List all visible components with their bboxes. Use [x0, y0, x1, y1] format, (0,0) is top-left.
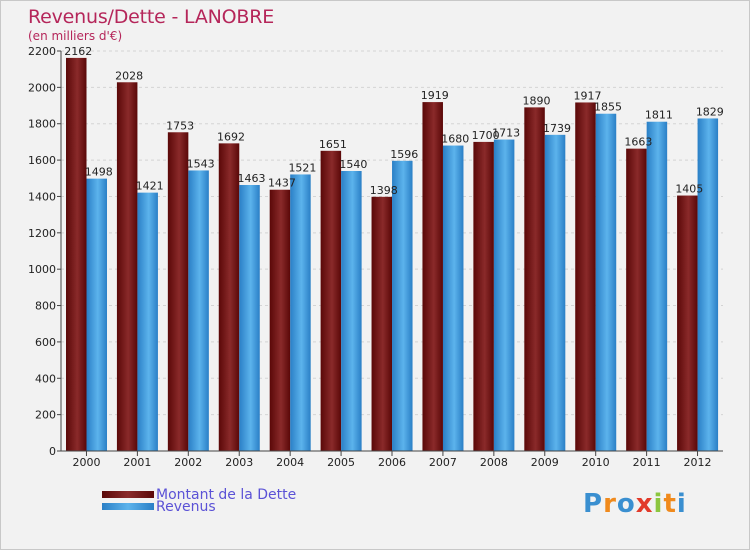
- y-tick-label: 400: [35, 372, 56, 385]
- data-label: 1855: [594, 101, 622, 114]
- legend-label-dette: Montant de la Dette: [156, 487, 297, 503]
- bar-revenus-2008: [493, 139, 515, 451]
- x-tick-label: 2002: [174, 456, 202, 469]
- x-tick-label: 2007: [429, 456, 457, 469]
- data-label: 1917: [573, 89, 601, 102]
- data-label: 1463: [238, 172, 266, 185]
- logo-letter: o: [616, 489, 636, 519]
- data-label: 1543: [187, 157, 215, 170]
- bar-dette-2008: [473, 141, 494, 451]
- bar-revenus-2000: [86, 178, 107, 452]
- bar-dette-2012: [677, 195, 698, 451]
- x-tick-label: 2008: [480, 456, 508, 469]
- bar-dette-2001: [116, 82, 138, 451]
- labels: 0 200 400 600 800 1000 1200 1400 1600 1800 2000 220…: [28, 45, 724, 469]
- y-tick-label: 800: [35, 300, 56, 313]
- bar-dette-2007: [422, 102, 443, 451]
- logo-letter: x: [635, 489, 654, 519]
- axes: [57, 50, 723, 456]
- y-tick-label: 2200: [28, 45, 56, 58]
- logo-letter: i: [676, 489, 687, 519]
- bar-revenus-2011: [646, 121, 668, 452]
- data-label: 1521: [288, 161, 316, 174]
- y-tick-label: 1400: [28, 190, 56, 203]
- bar-revenus-2005: [341, 171, 362, 451]
- data-label: 1739: [543, 122, 571, 135]
- y-tick-label: 1600: [28, 154, 56, 167]
- bar-revenus-2009: [544, 134, 566, 451]
- x-tick-label: 2011: [633, 456, 661, 469]
- proxiti-logo: Proxiti: [583, 489, 687, 519]
- y-tick-label: 1800: [28, 118, 56, 131]
- data-label: 1437: [268, 177, 296, 190]
- y-tick-label: 200: [35, 409, 56, 422]
- data-label: 1540: [339, 158, 367, 171]
- bar-revenus-2004: [290, 174, 311, 452]
- x-tick-label: 2004: [276, 456, 304, 469]
- x-tick-label: 2000: [72, 456, 100, 469]
- data-label: 1680: [441, 133, 469, 146]
- bar-dette-2003: [218, 143, 240, 451]
- bar-revenus-2003: [239, 185, 260, 451]
- bar-dette-2005: [320, 150, 342, 451]
- legend-swatch-revenus: [102, 503, 154, 510]
- bar-dette-2006: [371, 196, 393, 451]
- bar-revenus-2012: [697, 118, 719, 452]
- bar-dette-2002: [167, 132, 189, 452]
- bar-revenus-2001: [137, 192, 158, 452]
- bar-revenus-2010: [595, 113, 617, 452]
- data-label: 1596: [390, 148, 418, 161]
- y-tick-label: 2000: [28, 81, 56, 94]
- chart-title: Revenus/Dette - LANOBRE: [28, 6, 275, 28]
- bar-dette-2010: [575, 102, 596, 452]
- data-label: 1692: [217, 130, 245, 143]
- bar-revenus-2006: [392, 160, 413, 451]
- y-tick-label: 1200: [28, 227, 56, 240]
- x-tick-label: 2003: [225, 456, 253, 469]
- bars: [66, 57, 719, 452]
- legend-label-revenus: Revenus: [156, 499, 216, 515]
- y-tick-label: 600: [35, 336, 56, 349]
- x-tick-label: 2005: [327, 456, 355, 469]
- x-tick-label: 2010: [582, 456, 610, 469]
- x-tick-label: 2012: [684, 456, 712, 469]
- data-label: 1651: [319, 138, 347, 151]
- y-tick-label: 0: [49, 445, 56, 458]
- logo-letter: r: [603, 489, 617, 519]
- x-tick-label: 2001: [123, 456, 151, 469]
- bar-dette-2004: [269, 189, 291, 451]
- data-label: 1700: [472, 129, 500, 142]
- data-label: 2162: [64, 45, 92, 58]
- data-label: 1498: [85, 166, 113, 179]
- data-label: 1398: [370, 184, 398, 197]
- data-label: 2028: [115, 69, 143, 82]
- data-label: 1919: [421, 89, 449, 102]
- data-label: 1811: [645, 109, 673, 122]
- bar-revenus-2007: [442, 145, 464, 451]
- data-label: 1663: [624, 136, 652, 149]
- data-label: 1405: [675, 183, 703, 196]
- data-label: 1829: [696, 105, 724, 118]
- bar-dette-2009: [524, 107, 545, 451]
- logo-letter: P: [583, 489, 604, 519]
- x-tick-label: 2009: [531, 456, 559, 469]
- x-tick-label: 2006: [378, 456, 406, 469]
- bar-dette-2000: [66, 57, 87, 452]
- chart-subtitle: (en milliers d'€): [28, 29, 123, 43]
- data-label: 1421: [136, 180, 164, 193]
- bar-dette-2011: [626, 148, 647, 452]
- data-label: 1890: [523, 94, 551, 107]
- data-label: 1753: [166, 119, 194, 132]
- logo-letter: i: [653, 489, 664, 519]
- legend-swatch-dette: [102, 491, 154, 498]
- logo-letter: t: [663, 489, 677, 519]
- bar-revenus-2002: [188, 170, 209, 452]
- data-label: 1713: [492, 127, 520, 140]
- y-tick-label: 1000: [28, 263, 56, 276]
